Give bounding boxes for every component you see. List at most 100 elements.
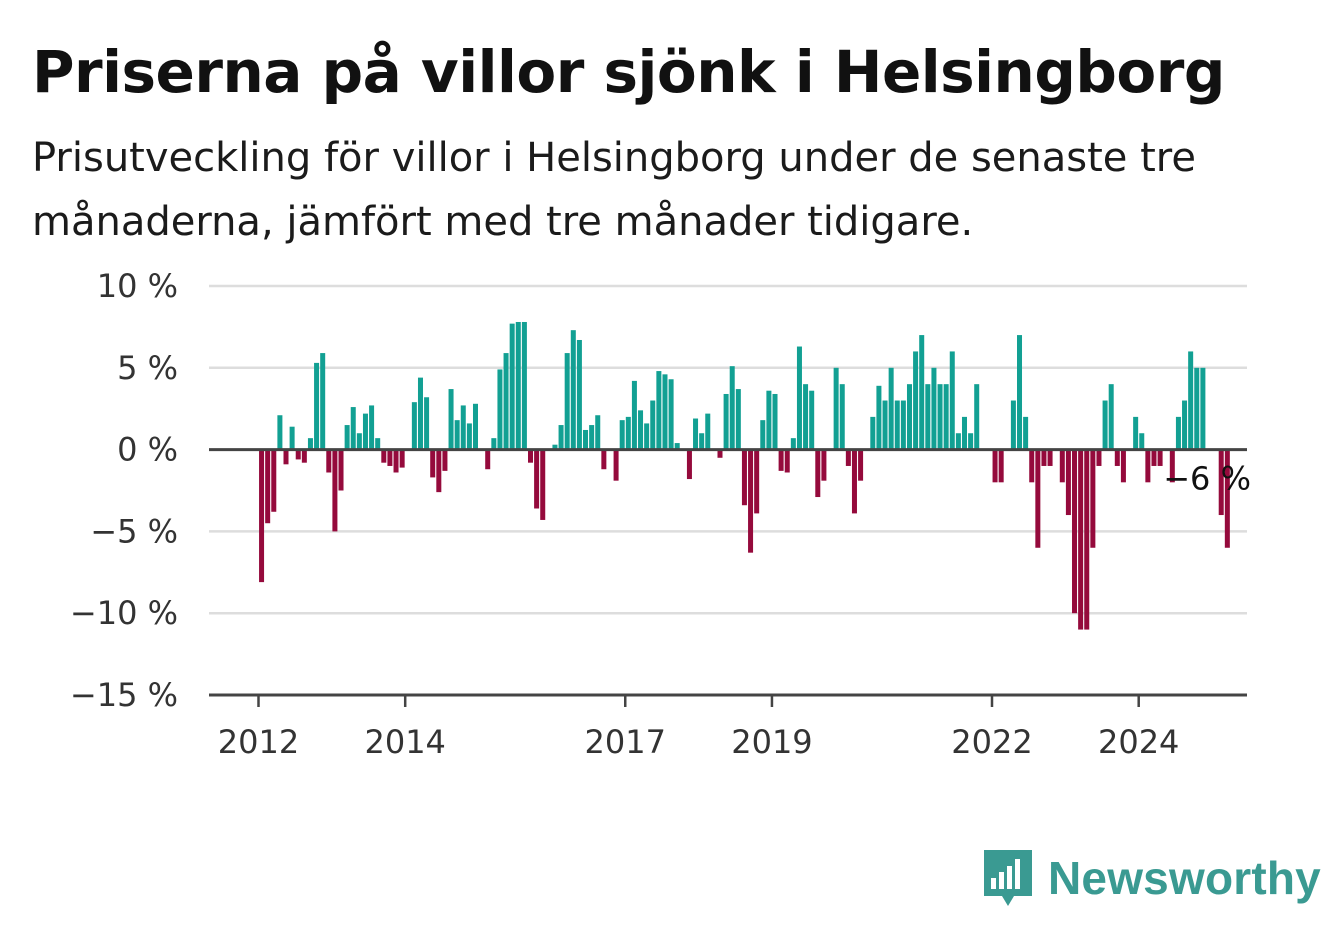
- bar: [307, 438, 313, 450]
- bar: [760, 420, 766, 450]
- bar: [992, 449, 998, 483]
- bar: [1017, 335, 1023, 450]
- bar: [411, 402, 417, 450]
- bar: [815, 449, 821, 498]
- bar: [466, 423, 472, 450]
- bar: [821, 449, 827, 481]
- newsworthy-brand: Newsworthy: [980, 848, 1321, 908]
- bar: [1133, 416, 1139, 450]
- bar: [870, 416, 876, 450]
- bar: [974, 384, 980, 450]
- bar: [1010, 400, 1016, 450]
- bar: [1157, 449, 1163, 466]
- bar: [509, 323, 515, 450]
- bar: [925, 384, 931, 450]
- bar: [259, 449, 265, 583]
- y-tick-label: −5 %: [90, 512, 178, 550]
- bar: [552, 444, 558, 450]
- bar: [485, 449, 491, 470]
- bar: [1078, 449, 1084, 630]
- bar: [919, 335, 925, 450]
- bar: [1200, 367, 1206, 450]
- bar: [289, 426, 295, 450]
- bar: [1090, 449, 1096, 548]
- bar: [369, 405, 375, 450]
- bar: [851, 449, 857, 514]
- bar: [1188, 351, 1194, 450]
- bar: [888, 367, 894, 450]
- bar: [528, 449, 534, 463]
- bar: [1224, 449, 1230, 548]
- bar: [362, 413, 368, 450]
- bar: [1139, 433, 1145, 450]
- bar: [662, 374, 668, 450]
- bar: [344, 425, 350, 450]
- bar: [631, 380, 637, 450]
- bar: [497, 369, 503, 450]
- x-tick-label: 2019: [731, 723, 812, 761]
- bar: [1102, 400, 1108, 450]
- bar: [937, 384, 943, 450]
- bar: [858, 449, 864, 481]
- bar: [1151, 449, 1157, 466]
- bar: [277, 415, 283, 450]
- bar: [613, 449, 619, 481]
- bar: [833, 367, 839, 450]
- bar: [796, 346, 802, 450]
- brand-name: Newsworthy: [1048, 852, 1321, 904]
- bar: [271, 449, 277, 512]
- bar: [381, 449, 387, 463]
- bar: [393, 449, 399, 473]
- bar: [668, 379, 674, 450]
- bar: [1096, 449, 1102, 466]
- bar: [723, 393, 729, 450]
- bar: [913, 351, 919, 450]
- x-tick-label: 2014: [364, 723, 445, 761]
- bar: [387, 449, 393, 466]
- bar: [845, 449, 851, 466]
- bar: [356, 433, 362, 450]
- bar: [955, 433, 961, 450]
- bar: [570, 330, 576, 450]
- bar: [1059, 449, 1065, 483]
- bar: [448, 389, 454, 450]
- bar: [472, 403, 478, 450]
- bar: [729, 366, 735, 450]
- bars: [259, 321, 1230, 630]
- bar: [491, 438, 497, 450]
- bar: [803, 384, 809, 450]
- axes: [209, 448, 1247, 707]
- bar: [1169, 449, 1175, 483]
- bar: [350, 407, 356, 450]
- bar: [1072, 449, 1078, 614]
- bar: [1218, 449, 1224, 516]
- bar: [338, 449, 344, 491]
- bar: [686, 449, 692, 480]
- bar: [1175, 416, 1181, 450]
- bar: [766, 390, 772, 450]
- bar: [424, 397, 430, 450]
- y-tick-label: 10 %: [97, 267, 178, 305]
- bar: [1108, 384, 1114, 450]
- bar: [558, 425, 564, 450]
- tick-labels: 10 % 5 % 0 % −5 % −10 % −15 % 2012 2014 2017 2019…: [70, 267, 1180, 761]
- bar: [809, 390, 815, 450]
- bar: [583, 429, 589, 450]
- bar: [503, 353, 509, 450]
- bar: [454, 420, 460, 450]
- y-tick-label: 0 %: [117, 431, 178, 469]
- y-tick-label: −10 %: [70, 594, 178, 632]
- bar: [790, 438, 796, 450]
- bar: [839, 384, 845, 450]
- bar: [301, 449, 307, 463]
- bar: [1120, 449, 1126, 483]
- bar: [998, 449, 1004, 483]
- bar: [1194, 367, 1200, 450]
- bar-chart: 10 % 5 % 0 % −5 % −10 % −15 % 2012 2014 2017 2019…: [70, 267, 1251, 761]
- bar: [906, 384, 912, 450]
- bar: [705, 413, 711, 450]
- bar: [1041, 449, 1047, 466]
- bar: [619, 420, 625, 450]
- bar: [968, 433, 974, 450]
- bar: [735, 389, 741, 450]
